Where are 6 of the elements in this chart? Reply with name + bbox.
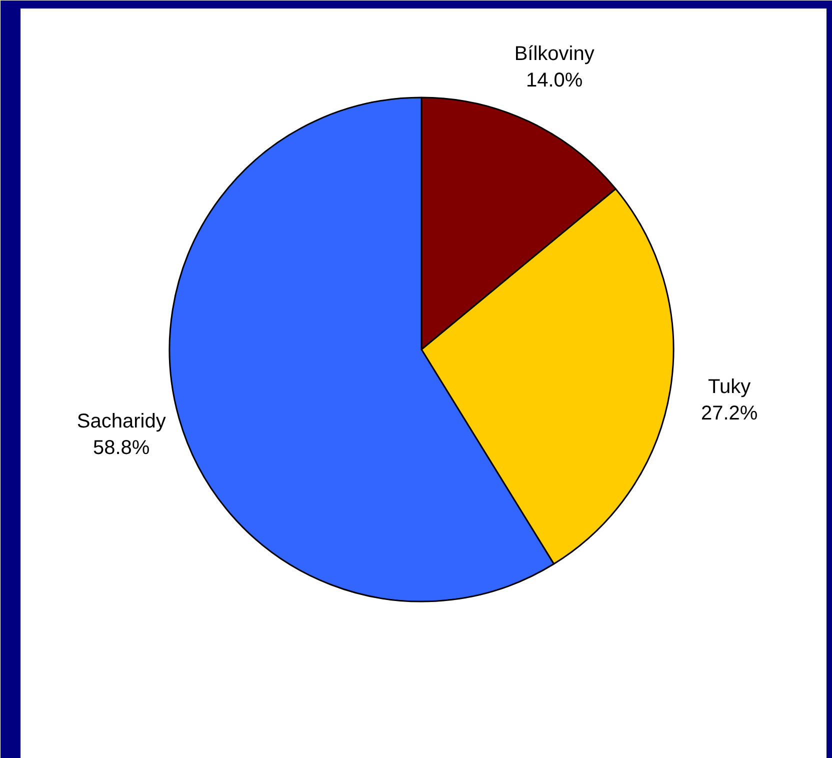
slice-label: Sacharidy xyxy=(76,410,166,432)
slice-label: Tuky xyxy=(708,376,751,398)
data-label: 14.0% xyxy=(526,69,583,92)
data-label: 58.8% xyxy=(92,436,150,459)
data-label: 27.2% xyxy=(700,402,758,424)
slice-label: Bílkoviny xyxy=(514,42,594,65)
